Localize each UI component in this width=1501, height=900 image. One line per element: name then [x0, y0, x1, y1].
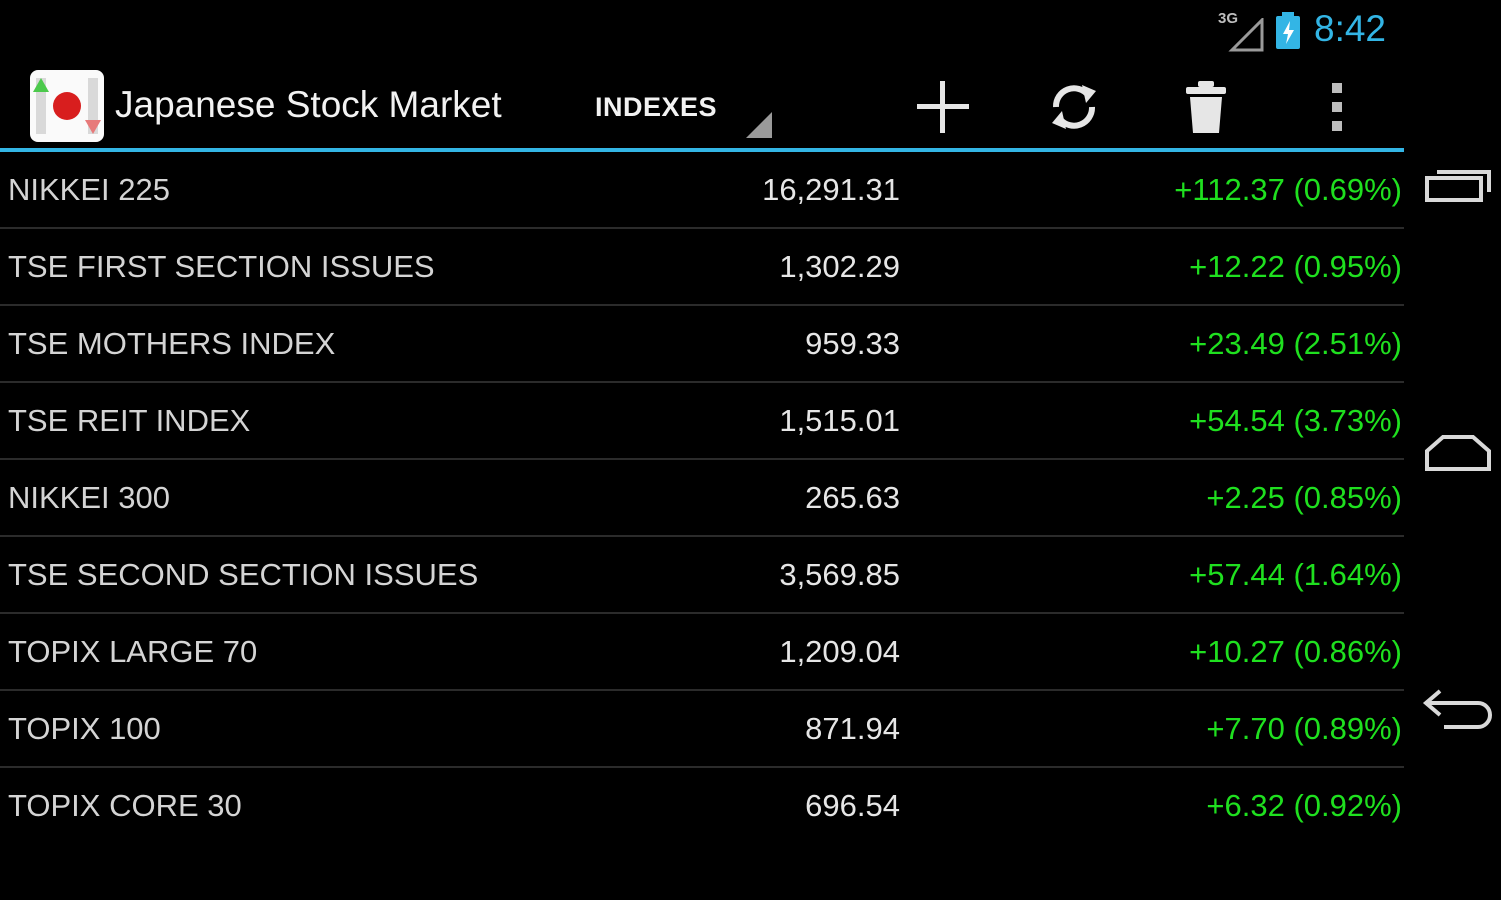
home-icon: [1425, 435, 1491, 471]
navigation-bar: [1404, 0, 1501, 900]
index-name: NIKKEI 300: [8, 480, 170, 515]
list-item[interactable]: NIKKEI 300 265.63 +2.25 (0.85%): [0, 460, 1404, 537]
app-title: Japanese Stock Market: [115, 84, 502, 125]
action-bar: Japanese Stock Market INDEXES: [0, 62, 1404, 150]
index-change: +12.22 (0.95%): [1189, 249, 1402, 284]
signal-icon: 3G: [1218, 10, 1264, 52]
delete-button[interactable]: [1166, 72, 1246, 142]
refresh-button[interactable]: [1034, 72, 1114, 142]
index-value: 1,302.29: [779, 249, 900, 284]
index-name: TOPIX CORE 30: [8, 788, 242, 823]
index-change: +23.49 (2.51%): [1189, 326, 1402, 361]
index-name: TSE SECOND SECTION ISSUES: [8, 557, 479, 592]
trash-icon: [1186, 81, 1226, 133]
network-type: 3G: [1218, 10, 1239, 27]
overflow-menu-button[interactable]: [1297, 72, 1377, 142]
index-list: NIKKEI 225 16,291.31 +112.37 (0.69%) TSE…: [0, 152, 1404, 843]
overflow-menu-icon: [1332, 83, 1342, 131]
index-change: +2.25 (0.85%): [1206, 480, 1402, 515]
index-change: +57.44 (1.64%): [1189, 557, 1402, 592]
index-name: TSE REIT INDEX: [8, 403, 251, 438]
index-value: 265.63: [805, 480, 900, 515]
refresh-icon: [1052, 85, 1096, 129]
list-item[interactable]: TSE SECOND SECTION ISSUES 3,569.85 +57.4…: [0, 537, 1404, 614]
recent-apps-button[interactable]: [1418, 156, 1498, 216]
index-name: TOPIX 100: [8, 711, 161, 746]
plus-icon: [917, 81, 969, 133]
status-bar: 3G 8:42: [0, 0, 1404, 62]
index-value: 16,291.31: [762, 172, 900, 207]
back-icon: [1422, 689, 1492, 729]
list-item[interactable]: TOPIX LARGE 70 1,209.04 +10.27 (0.86%): [0, 614, 1404, 691]
index-name: NIKKEI 225: [8, 172, 170, 207]
index-name: TSE FIRST SECTION ISSUES: [8, 249, 435, 284]
index-value: 1,515.01: [779, 403, 900, 438]
list-item[interactable]: TSE MOTHERS INDEX 959.33 +23.49 (2.51%): [0, 306, 1404, 383]
list-item[interactable]: TSE FIRST SECTION ISSUES 1,302.29 +12.22…: [0, 229, 1404, 306]
category-spinner[interactable]: INDEXES: [580, 72, 780, 142]
app-logo-icon[interactable]: [30, 70, 104, 142]
index-change: +6.32 (0.92%): [1206, 788, 1402, 823]
back-button[interactable]: [1418, 682, 1498, 742]
index-change: +10.27 (0.86%): [1189, 634, 1402, 669]
index-value: 1,209.04: [779, 634, 900, 669]
list-item[interactable]: TOPIX CORE 30 696.54 +6.32 (0.92%): [0, 768, 1404, 843]
home-button[interactable]: [1418, 420, 1498, 480]
add-button[interactable]: [903, 72, 983, 142]
recent-apps-icon: [1425, 170, 1491, 202]
index-value: 3,569.85: [779, 557, 900, 592]
index-name: TSE MOTHERS INDEX: [8, 326, 336, 361]
index-name: TOPIX LARGE 70: [8, 634, 258, 669]
action-bar-divider: [0, 148, 1404, 152]
clock: 8:42: [1314, 8, 1387, 49]
list-item[interactable]: TOPIX 100 871.94 +7.70 (0.89%): [0, 691, 1404, 768]
list-item[interactable]: NIKKEI 225 16,291.31 +112.37 (0.69%): [0, 152, 1404, 229]
index-value: 959.33: [805, 326, 900, 361]
list-item[interactable]: TSE REIT INDEX 1,515.01 +54.54 (3.73%): [0, 383, 1404, 460]
battery-icon: [1274, 12, 1302, 50]
index-value: 871.94: [805, 711, 900, 746]
spinner-label: INDEXES: [595, 92, 718, 122]
index-change: +54.54 (3.73%): [1189, 403, 1402, 438]
index-change: +112.37 (0.69%): [1174, 172, 1402, 207]
index-change: +7.70 (0.89%): [1206, 711, 1402, 746]
index-value: 696.54: [805, 788, 900, 823]
dropdown-triangle-icon: [746, 112, 772, 138]
